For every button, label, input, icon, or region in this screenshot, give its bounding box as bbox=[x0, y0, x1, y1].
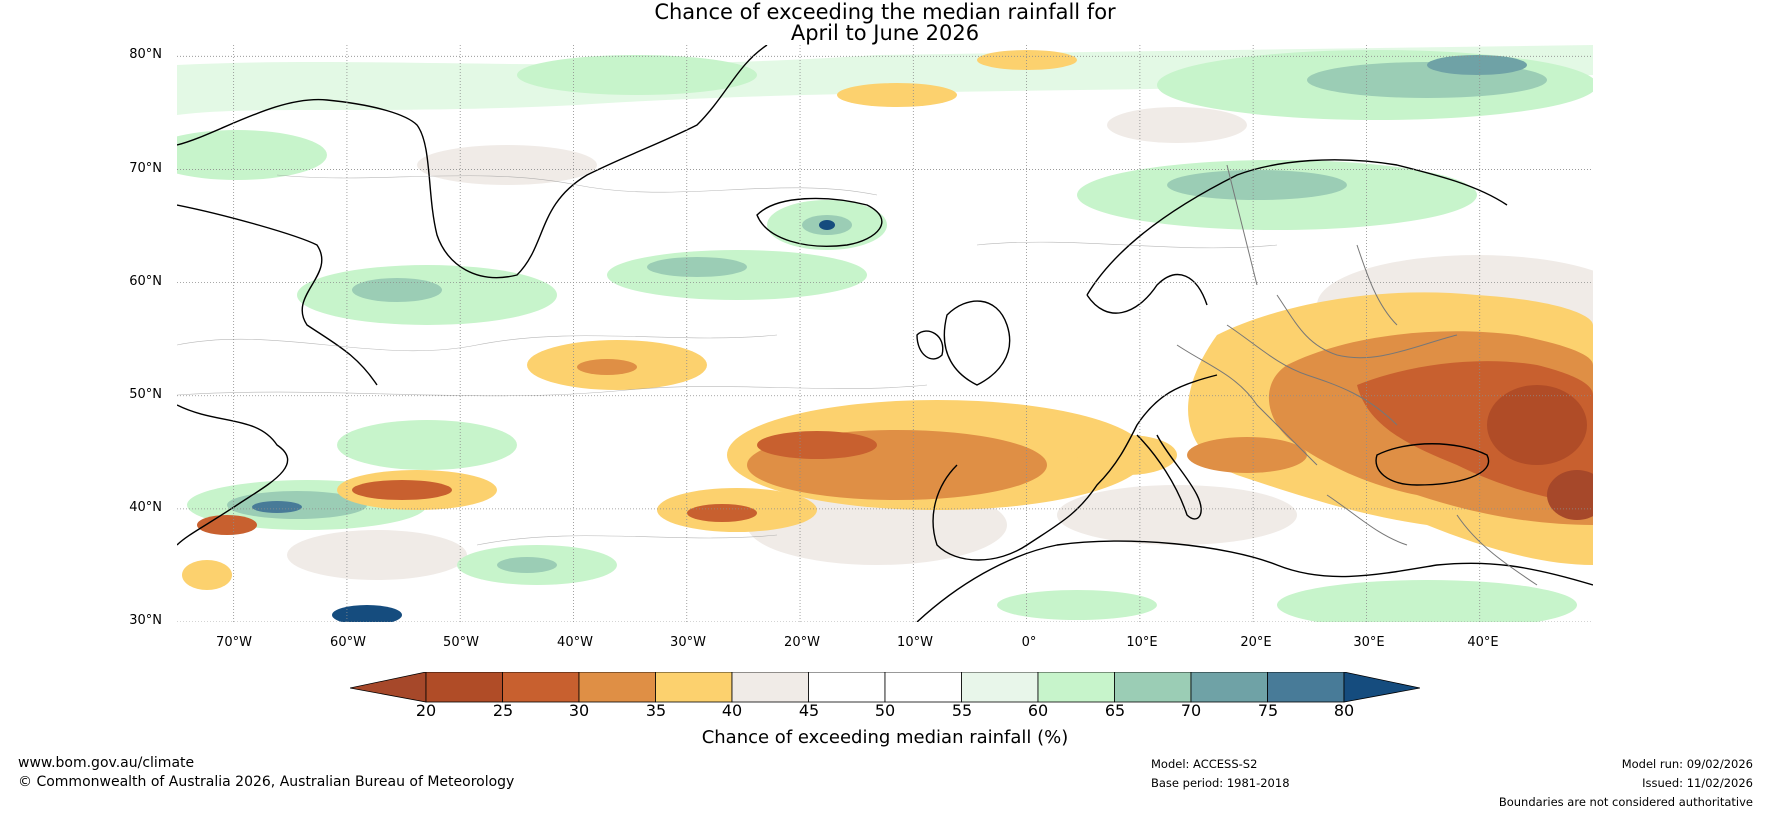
colorbar-cell-55-60 bbox=[961, 672, 1039, 703]
base-period: Base period: 1981-2018 bbox=[1151, 776, 1290, 790]
lon-label-50w: 50°W bbox=[443, 635, 479, 650]
colorbar-cell-50-55 bbox=[884, 672, 962, 703]
colorbar-cell-60-65 bbox=[1037, 672, 1115, 703]
website-link[interactable]: www.bom.gov.au/climate bbox=[18, 755, 195, 771]
lon-label-20e: 20°E bbox=[1240, 635, 1272, 650]
colorbar-tick-25: 25 bbox=[492, 701, 514, 720]
lat-label-30n: 30°N bbox=[129, 613, 162, 628]
lat-label-40n: 40°N bbox=[129, 500, 162, 515]
chart-title-line-1: Chance of exceeding the median rainfall … bbox=[654, 0, 1116, 24]
colorbar-tick-40: 40 bbox=[721, 701, 743, 720]
lon-label-10w: 10°W bbox=[897, 635, 933, 650]
colorbar-tick-45: 45 bbox=[798, 701, 820, 720]
colorbar-cell-35-40 bbox=[655, 672, 733, 703]
boundaries-disclaimer: Boundaries are not considered authoritat… bbox=[1498, 795, 1753, 809]
lon-label-70w: 70°W bbox=[216, 635, 252, 650]
lat-label-60n: 60°N bbox=[129, 274, 162, 289]
rainfall-probability-map bbox=[177, 45, 1593, 622]
colorbar-tick-30: 30 bbox=[568, 701, 590, 720]
colorbar-tick-35: 35 bbox=[645, 701, 667, 720]
lon-label-30e: 30°E bbox=[1353, 635, 1385, 650]
colorbar-cell-30-35 bbox=[578, 672, 656, 703]
lon-label-10e: 10°E bbox=[1126, 635, 1158, 650]
colorbar-cell-40-45 bbox=[731, 672, 809, 703]
colorbar-cell-70-75 bbox=[1190, 672, 1268, 703]
lon-label-0: 0° bbox=[1021, 635, 1037, 650]
issued-date: Issued: 11/02/2026 bbox=[1642, 776, 1753, 790]
colorbar-cell-75-80 bbox=[1267, 672, 1345, 703]
lon-label-40e: 40°E bbox=[1467, 635, 1499, 650]
lon-label-30w: 30°W bbox=[670, 635, 706, 650]
lat-label-70n: 70°N bbox=[129, 161, 162, 176]
lon-label-40w: 40°W bbox=[557, 635, 593, 650]
colorbar-high-extension bbox=[1343, 672, 1420, 703]
colorbar-tick-65: 65 bbox=[1104, 701, 1126, 720]
colorbar bbox=[350, 672, 1420, 703]
colorbar-low-extension bbox=[350, 672, 427, 703]
colorbar-label: Chance of exceeding median rainfall (%) bbox=[701, 727, 1069, 748]
chart-title-line-2: April to June 2026 bbox=[790, 21, 980, 45]
colorbar-tick-20: 20 bbox=[415, 701, 437, 720]
colorbar-cell-25-30 bbox=[502, 672, 580, 703]
colorbar-tick-80: 80 bbox=[1333, 701, 1355, 720]
model-run-date: Model run: 09/02/2026 bbox=[1621, 757, 1753, 771]
colorbar-tick-75: 75 bbox=[1257, 701, 1279, 720]
colorbar-tick-55: 55 bbox=[951, 701, 973, 720]
copyright-text: © Commonwealth of Australia 2026, Austra… bbox=[18, 774, 515, 790]
colorbar-tick-60: 60 bbox=[1027, 701, 1049, 720]
colorbar-cell-20-25 bbox=[425, 672, 503, 703]
lat-label-80n: 80°N bbox=[129, 47, 162, 62]
lat-label-50n: 50°N bbox=[129, 387, 162, 402]
lon-label-20w: 20°W bbox=[784, 635, 820, 650]
colorbar-cell-45-50 bbox=[808, 672, 886, 703]
colorbar-tick-50: 50 bbox=[874, 701, 896, 720]
colorbar-cell-65-70 bbox=[1114, 672, 1192, 703]
model-name: Model: ACCESS-S2 bbox=[1151, 757, 1258, 771]
lon-label-60w: 60°W bbox=[330, 635, 366, 650]
colorbar-tick-70: 70 bbox=[1180, 701, 1202, 720]
